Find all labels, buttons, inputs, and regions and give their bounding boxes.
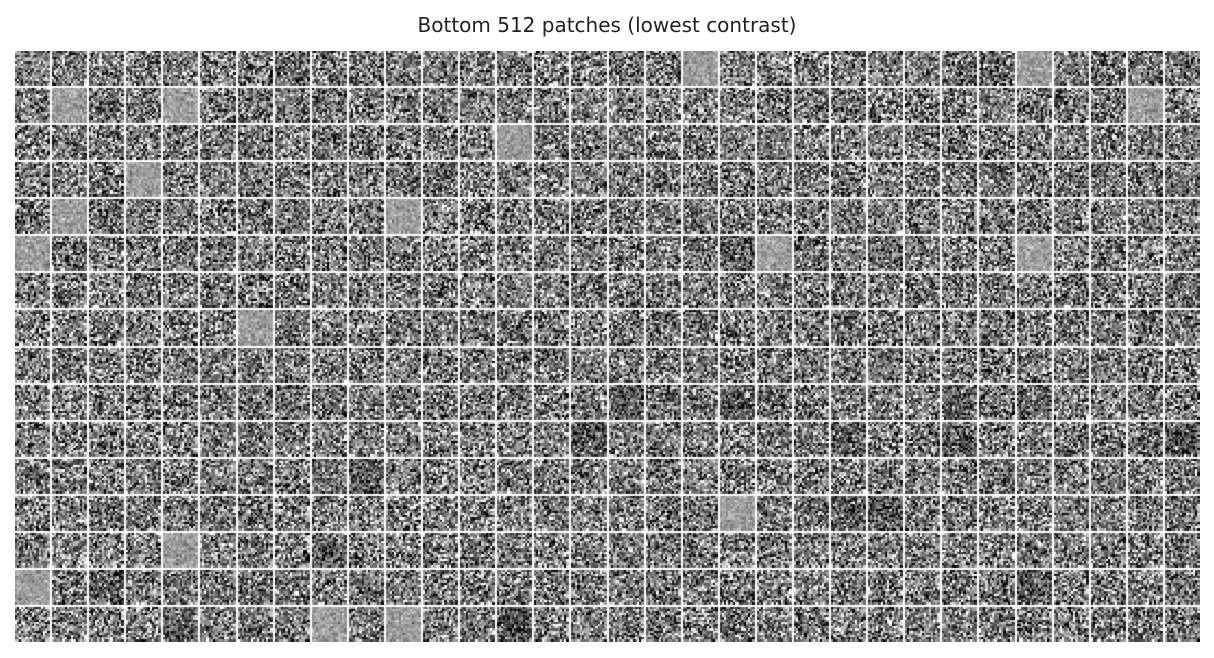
figure-title: Bottom 512 patches (lowest contrast) <box>417 13 797 37</box>
patch-grid <box>15 51 1200 642</box>
patch-mosaic-image <box>15 51 1200 642</box>
